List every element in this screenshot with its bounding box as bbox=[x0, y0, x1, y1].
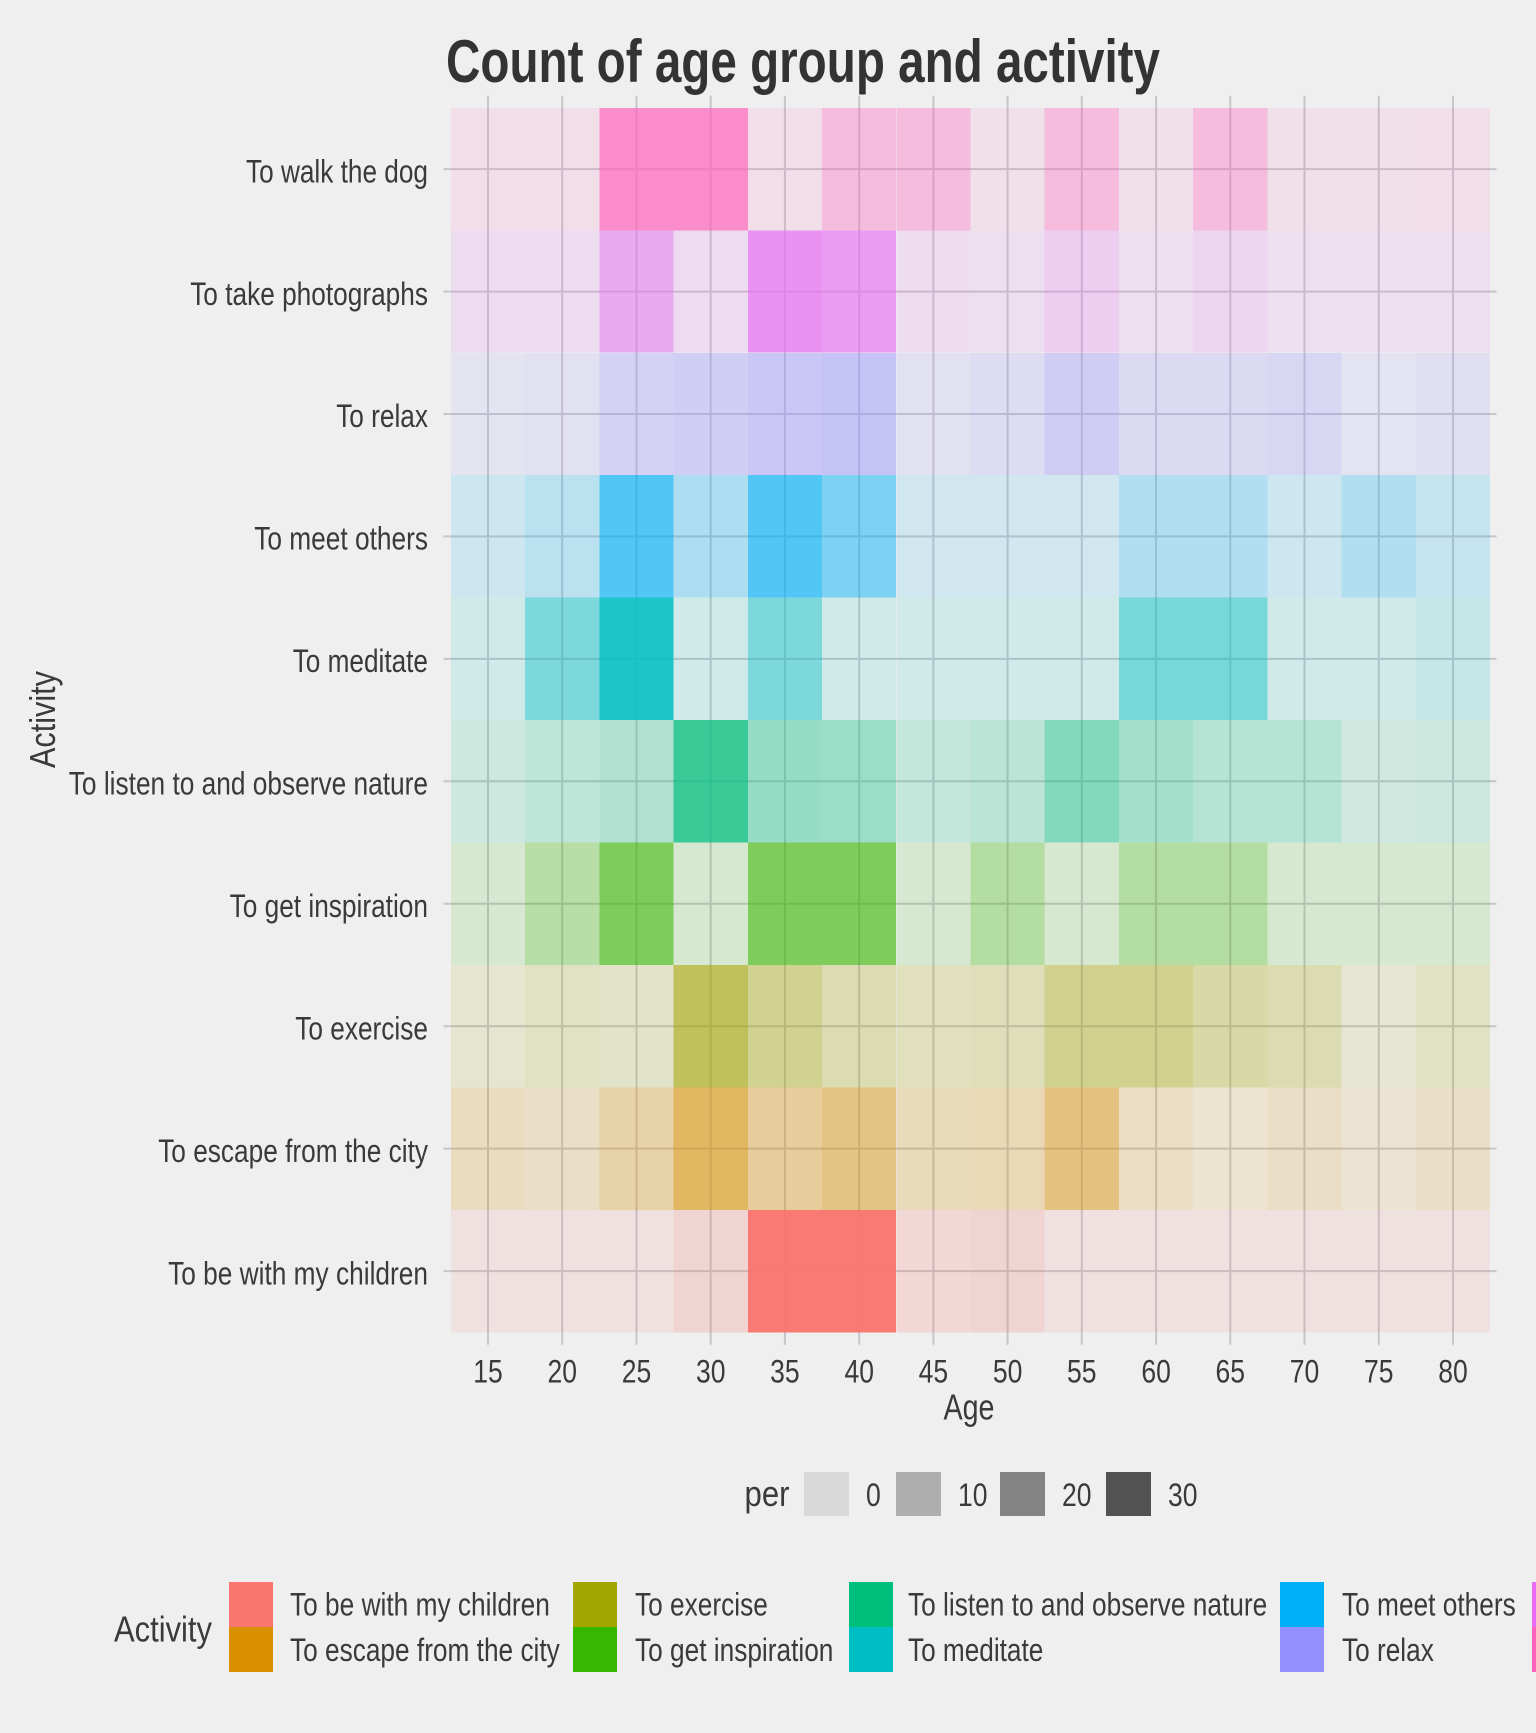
svg-text:20: 20 bbox=[547, 1354, 577, 1390]
svg-text:To exercise: To exercise bbox=[295, 1010, 428, 1046]
svg-text:To escape from the city: To escape from the city bbox=[158, 1133, 428, 1169]
svg-text:To be with my children: To be with my children bbox=[290, 1587, 550, 1623]
svg-text:10: 10 bbox=[958, 1477, 988, 1513]
svg-text:To meet others: To meet others bbox=[1342, 1587, 1516, 1623]
svg-text:15: 15 bbox=[473, 1354, 503, 1390]
svg-text:65: 65 bbox=[1216, 1354, 1246, 1390]
svg-text:25: 25 bbox=[622, 1354, 652, 1390]
svg-text:per: per bbox=[745, 1473, 790, 1514]
svg-text:45: 45 bbox=[919, 1354, 949, 1390]
svg-text:To meet others: To meet others bbox=[254, 521, 428, 557]
svg-text:30: 30 bbox=[696, 1354, 726, 1390]
svg-text:To listen to and observe natur: To listen to and observe nature bbox=[69, 766, 428, 802]
svg-text:To escape from the city: To escape from the city bbox=[290, 1632, 560, 1668]
svg-text:To relax: To relax bbox=[1342, 1632, 1434, 1668]
svg-text:To be with my children: To be with my children bbox=[168, 1255, 428, 1291]
svg-text:To exercise: To exercise bbox=[635, 1587, 768, 1623]
svg-text:To meditate: To meditate bbox=[908, 1632, 1043, 1668]
svg-text:70: 70 bbox=[1290, 1354, 1320, 1390]
svg-text:0: 0 bbox=[866, 1477, 881, 1513]
svg-text:To get inspiration: To get inspiration bbox=[230, 888, 428, 924]
svg-text:20: 20 bbox=[1062, 1477, 1092, 1513]
svg-text:Count of age group and activit: Count of age group and activity bbox=[446, 28, 1160, 95]
svg-text:Activity: Activity bbox=[22, 671, 63, 768]
svg-text:50: 50 bbox=[993, 1354, 1023, 1390]
svg-text:Activity: Activity bbox=[114, 1608, 212, 1649]
svg-text:To get inspiration: To get inspiration bbox=[635, 1632, 833, 1668]
svg-text:Age: Age bbox=[944, 1387, 995, 1428]
svg-text:75: 75 bbox=[1364, 1354, 1394, 1390]
svg-text:80: 80 bbox=[1438, 1354, 1468, 1390]
svg-text:To take photographs: To take photographs bbox=[190, 276, 428, 312]
svg-text:30: 30 bbox=[1168, 1477, 1198, 1513]
svg-text:To relax: To relax bbox=[336, 398, 428, 434]
svg-text:35: 35 bbox=[770, 1354, 800, 1390]
svg-text:40: 40 bbox=[844, 1354, 874, 1390]
svg-text:55: 55 bbox=[1067, 1354, 1097, 1390]
svg-text:60: 60 bbox=[1141, 1354, 1171, 1390]
svg-text:To listen to and observe natur: To listen to and observe nature bbox=[908, 1587, 1267, 1623]
svg-text:To meditate: To meditate bbox=[293, 643, 428, 679]
svg-text:To walk the dog: To walk the dog bbox=[246, 153, 428, 189]
